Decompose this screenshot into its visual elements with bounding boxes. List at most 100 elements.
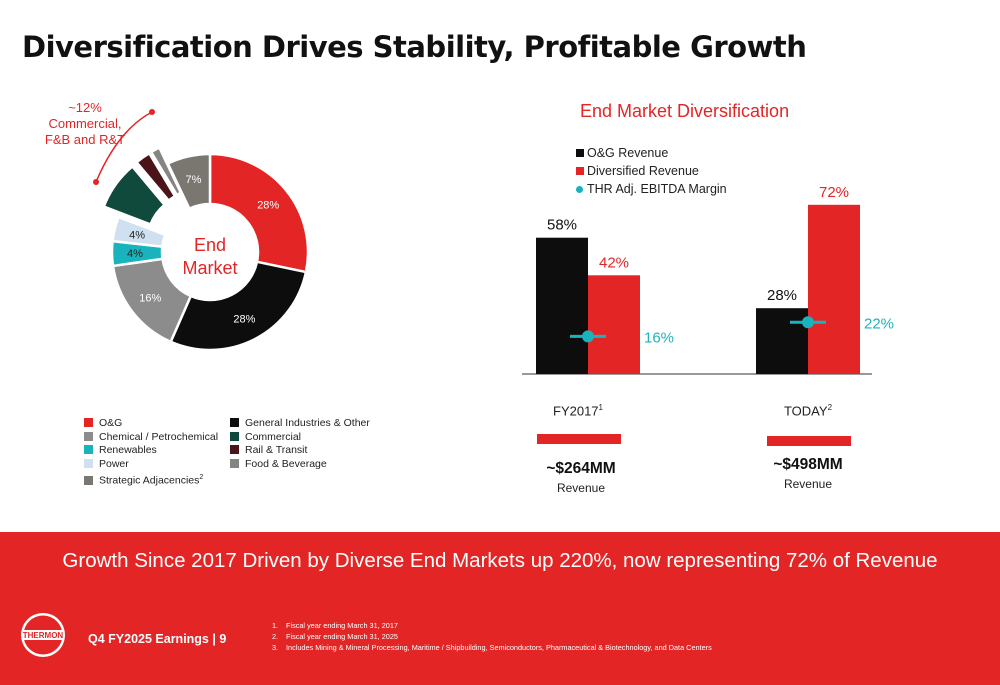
legend-sup: 2: [199, 474, 204, 481]
bar-0-1: [756, 308, 808, 374]
x-label-text: TODAY: [783, 403, 828, 419]
x-label-sup: 1: [598, 403, 603, 412]
bar-label-0-1: 28%: [767, 287, 797, 304]
footnote-num: 1.: [272, 621, 279, 630]
donut-slice-4: [111, 215, 167, 249]
callout-line-3: F&B and R&T: [44, 132, 126, 147]
callout-dot-end: [149, 109, 155, 115]
footnote-1: 1. Fiscal year ending March 31, 2017: [272, 621, 398, 630]
callout-bracket: [95, 111, 153, 183]
bar-legend-diversified: Diversified Revenue: [576, 164, 699, 178]
legend-label: O&G Revenue: [587, 146, 669, 160]
legend-label: Diversified Revenue: [587, 164, 699, 178]
bar-legend-og: O&G Revenue: [576, 146, 668, 160]
legend-label: Commercial: [245, 430, 302, 443]
legend-label: Renewables: [99, 444, 157, 456]
legend-swatch: [576, 149, 584, 157]
bar-1-0: [588, 275, 640, 374]
bar-1-1: [808, 204, 860, 374]
legend-swatch: [84, 458, 93, 468]
legend-swatch: [84, 418, 93, 427]
footnote-3: 3. Includes Mining & Mineral Processing, …: [272, 643, 712, 652]
legend-swatch: [576, 167, 584, 175]
donut-slice-5: [102, 164, 167, 227]
donut-slice-label-3: 4%: [127, 248, 143, 260]
legend-swatch: [84, 445, 93, 454]
footnote-text: Fiscal year ending March 31, 2017: [286, 621, 398, 630]
bar-legend-ebitda: THR Adj. EBITDA Margin: [576, 182, 727, 196]
donut-slice-6: [134, 151, 177, 203]
legend-item-strategic: Strategic Adjacencies2: [84, 471, 204, 487]
bar-0-0: [536, 237, 588, 374]
revenue-value-fy2017: ~$264MM: [546, 460, 616, 477]
donut-slice-label-2: 16%: [139, 292, 161, 304]
legend-label: THR Adj. EBITDA Margin: [587, 182, 727, 196]
revenue-value-today: ~$498MM: [773, 456, 843, 473]
legend-item-general: General Industries & Other: [230, 417, 370, 430]
footer-banner: [0, 532, 1000, 685]
bar-label-1-1: 72%: [819, 184, 849, 201]
donut-slice-label-8: 7%: [186, 174, 202, 186]
donut-slice-0: [208, 152, 310, 274]
legend-label: Food & Beverage: [245, 457, 327, 470]
donut-callout: ~12% Commercial, F&B and R&T: [30, 100, 140, 148]
revenue-divider-fy2017: [537, 434, 621, 444]
donut-slice-label-4: 4%: [129, 229, 145, 241]
legend-swatch: [84, 431, 93, 441]
legend-swatch: [84, 475, 93, 485]
revenue-label-fy2017: Revenue: [556, 481, 606, 495]
legend-item-chemical: Chemical / Petrochemical: [84, 431, 218, 444]
revenue-divider-today: [767, 436, 851, 446]
thermon-logo: THERMON: [21, 613, 65, 657]
donut-slice-label-1: 28%: [233, 314, 255, 326]
banner-headline: Growth Since 2017 Driven by Diverse End …: [62, 549, 938, 572]
callout-dot-start: [93, 179, 99, 185]
donut-slice-1: [169, 260, 308, 352]
x-label-today: TODAY2: [748, 403, 868, 418]
legend-label: General Industries & Other: [245, 417, 370, 429]
diversification-bar-chart: 58% 42% 16% 28% 72% 22%: [522, 184, 894, 375]
bar-label-0-0: 58%: [547, 217, 577, 234]
donut-center-label-2: Market: [182, 258, 237, 278]
earnings-label: Q4 FY2025 Earnings | 9: [88, 632, 227, 646]
ebitda-marker-0: [582, 330, 594, 343]
bar-label-1-0: 42%: [599, 254, 629, 271]
legend-marker: [576, 186, 583, 193]
legend-item-rail: Rail & Transit: [230, 444, 307, 457]
footnote-num: 2.: [272, 632, 279, 641]
x-label-fy2017: FY20171: [518, 403, 638, 418]
donut-slice-label-0: 28%: [257, 200, 279, 212]
legend-item-og: O&G: [84, 417, 122, 430]
ebitda-marker-1: [802, 316, 814, 329]
legend-swatch: [230, 445, 239, 454]
legend-swatch: [230, 431, 239, 441]
legend-label: Rail & Transit: [245, 444, 308, 456]
legend-item-power: Power: [84, 458, 129, 471]
legend-item-food: Food & Beverage: [230, 458, 327, 471]
legend-item-renewables: Renewables: [84, 444, 157, 457]
footnote-text: Includes Mining & Mineral Processing, Ma…: [286, 643, 712, 652]
logo-text: THERMON: [23, 631, 64, 640]
footnote-2: 2. Fiscal year ending March 31, 2025: [272, 632, 398, 641]
revenue-label-today: Revenue: [783, 477, 833, 491]
legend-label: Chemical / Petrochemical: [99, 430, 219, 443]
donut-center-label-1: End: [194, 235, 226, 255]
page-title: Diversification Drives Stability, Profit…: [22, 30, 807, 64]
legend-label: O&G: [99, 417, 123, 429]
legend-label: Power: [99, 457, 129, 470]
end-market-donut-chart: 28% 28% 16% 4% 4% 7% End Market: [93, 109, 310, 352]
x-label-sup: 2: [827, 403, 833, 412]
footnote-num: 3.: [272, 643, 279, 652]
x-label-text: FY2017: [553, 403, 599, 419]
legend-swatch: [230, 418, 239, 427]
callout-line-1: ~12%: [68, 100, 102, 115]
ebitda-label-1: 22%: [864, 315, 894, 332]
footnote-text: Fiscal year ending March 31, 2025: [286, 632, 398, 641]
donut-slice-8: [166, 152, 212, 211]
legend-swatch: [230, 458, 239, 468]
bar-chart-title: End Market Diversification: [580, 101, 790, 121]
callout-line-2: Commercial,: [48, 116, 122, 131]
legend-item-commercial: Commercial: [230, 431, 301, 444]
legend-label: Strategic Adjacencies: [99, 474, 200, 487]
ebitda-label-0: 16%: [644, 329, 674, 346]
